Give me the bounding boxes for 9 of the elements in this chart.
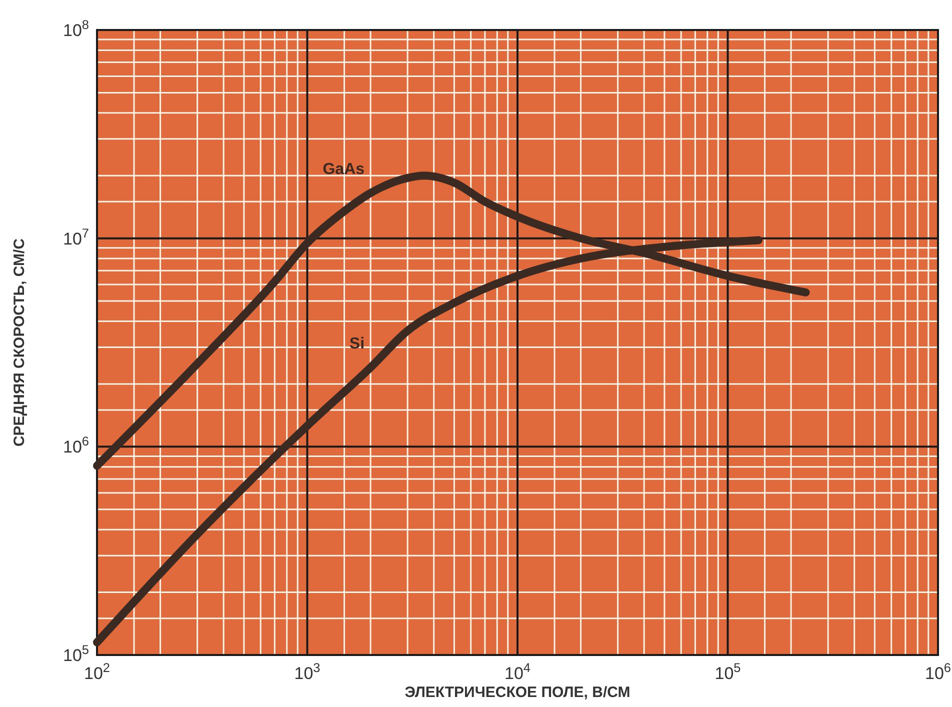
x-tick-label: 10$^{5}$ (714, 660, 741, 683)
x-axis-title: ЭЛЕКТРИЧЕСКОЕ ПОЛЕ, В/СМ (404, 684, 630, 701)
y-tick-label: 10$^{8}$ (62, 16, 89, 40)
y-axis-title: СРЕДНЯЯ СКОРОСТЬ, СМ/С (11, 238, 28, 447)
x-tick-label: 10$^{3}$ (294, 660, 320, 683)
y-tick-label: 10$^{7}$ (62, 224, 89, 248)
x-tick-label: 10$^{6}$ (924, 660, 952, 683)
y-tick-label: 10$^{6}$ (62, 433, 89, 457)
x-tick-label: 10$^{4}$ (504, 660, 531, 683)
